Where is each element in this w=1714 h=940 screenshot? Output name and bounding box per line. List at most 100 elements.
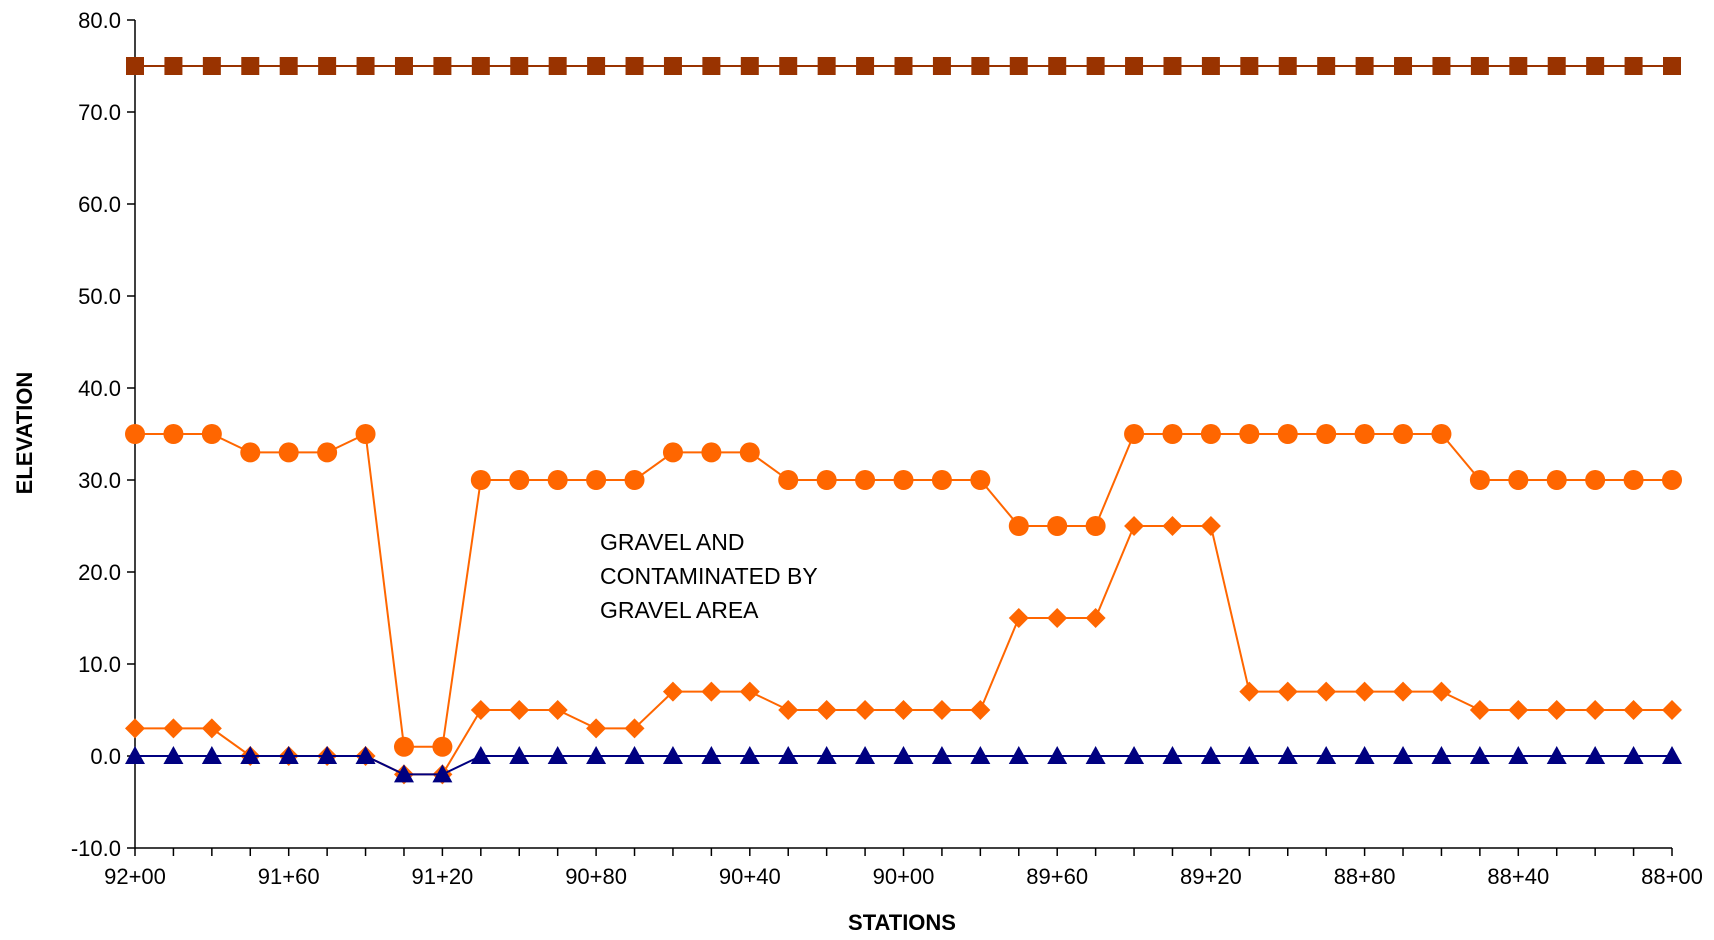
circle-marker [778,470,799,490]
y-tick-label: 10.0 [78,652,121,677]
square-marker [1086,57,1105,75]
square-marker [1201,57,1220,75]
x-tick-label: 92+00 [104,864,166,889]
y-tick-label: 40.0 [78,376,121,401]
triangle-marker [1585,746,1606,764]
circle-marker [509,470,530,490]
circle-marker [1393,424,1414,444]
square-marker [1163,57,1182,75]
diamond-marker [1239,681,1260,702]
x-tick-label: 89+60 [1026,864,1088,889]
y-tick-label: 20.0 [78,560,121,585]
square-marker [1125,57,1144,75]
diamond-marker [855,700,876,720]
x-tick-label: 88+00 [1641,864,1703,889]
square-marker [1355,57,1374,75]
x-tick-label: 88+40 [1487,864,1549,889]
y-tick-label: 0.0 [90,744,121,769]
diamond-marker [125,718,145,739]
y-tick-label: 50.0 [78,284,121,309]
square-marker [971,57,990,75]
diamond-marker [509,700,530,720]
square-marker [663,57,682,75]
x-tick-label: 90+80 [565,864,627,889]
triangle-marker [662,746,683,764]
diamond-marker [1008,608,1029,628]
circle-marker [278,442,299,463]
x-axis-title: STATIONS [848,910,956,935]
square-marker [1048,57,1067,75]
circle-marker [855,470,876,490]
circle-marker [1162,424,1183,444]
diamond-marker [1316,681,1337,702]
triangle-marker [1354,746,1375,764]
diamond-marker [1277,681,1298,702]
triangle-marker [855,746,876,764]
square-marker [318,57,337,75]
annotation-line-3: GRAVEL AREA [600,597,759,623]
y-tick-label: -10.0 [71,836,121,861]
diamond-marker [1623,700,1644,720]
square-marker [1394,57,1413,75]
triangle-marker [278,746,299,764]
square-marker [1432,57,1451,75]
circle-marker [1546,470,1567,490]
circle-marker [1239,424,1260,444]
triangle-marker [1124,746,1145,764]
diamond-marker [893,700,914,720]
series-diamond [125,516,1682,785]
diamond-marker [816,700,837,720]
circle-marker [1047,516,1068,536]
x-tick-label: 91+60 [258,864,320,889]
circle-marker [393,736,414,757]
circle-marker [701,442,722,463]
series-line-diamond [135,525,1672,776]
circle-marker [1354,424,1375,444]
triangle-marker [1008,746,1029,764]
series-layer [125,57,1682,785]
square-marker [471,57,490,75]
diamond-marker [163,718,184,739]
triangle-marker [1085,746,1106,764]
series-circle [125,424,1682,757]
circle-marker [547,470,568,490]
triangle-marker [163,746,184,764]
triangle-marker [201,746,222,764]
square-marker [1663,57,1681,75]
circle-marker [1200,424,1221,444]
y-axis-ticks: 80.0 70.0 60.0 50.0 40.0 30.0 20.0 10.0 0.0 -10.0 [71,8,135,861]
diamond-marker [1047,608,1068,628]
circle-marker [355,424,376,444]
triangle-marker [125,746,145,764]
square-marker [779,57,798,75]
diamond-marker [1162,516,1183,536]
circle-marker [1277,424,1298,444]
triangle-marker [1200,746,1221,764]
diamond-marker [1393,681,1414,702]
square-marker [587,57,606,75]
diamond-marker [1431,681,1452,702]
triangle-marker [355,746,376,764]
square-marker [202,57,221,75]
diamond-marker [970,700,991,720]
diamond-marker [1662,700,1682,720]
square-marker [1317,57,1336,75]
square-marker [932,57,951,75]
square-marker [1470,57,1489,75]
square-marker [510,57,529,75]
diamond-marker [201,718,222,739]
triangle-marker [1277,746,1298,764]
triangle-marker [393,764,414,783]
diamond-marker [470,700,491,720]
circle-marker [1008,516,1029,536]
annotation-line-2: CONTAMINATED BY [600,563,818,589]
triangle-marker [547,746,568,764]
square-marker [356,57,375,75]
x-tick-label: 91+20 [412,864,474,889]
x-tick-label: 89+20 [1180,864,1242,889]
square-marker [1624,57,1643,75]
square-marker [1278,57,1297,75]
circle-marker [1662,470,1682,490]
triangle-marker [1508,746,1529,764]
